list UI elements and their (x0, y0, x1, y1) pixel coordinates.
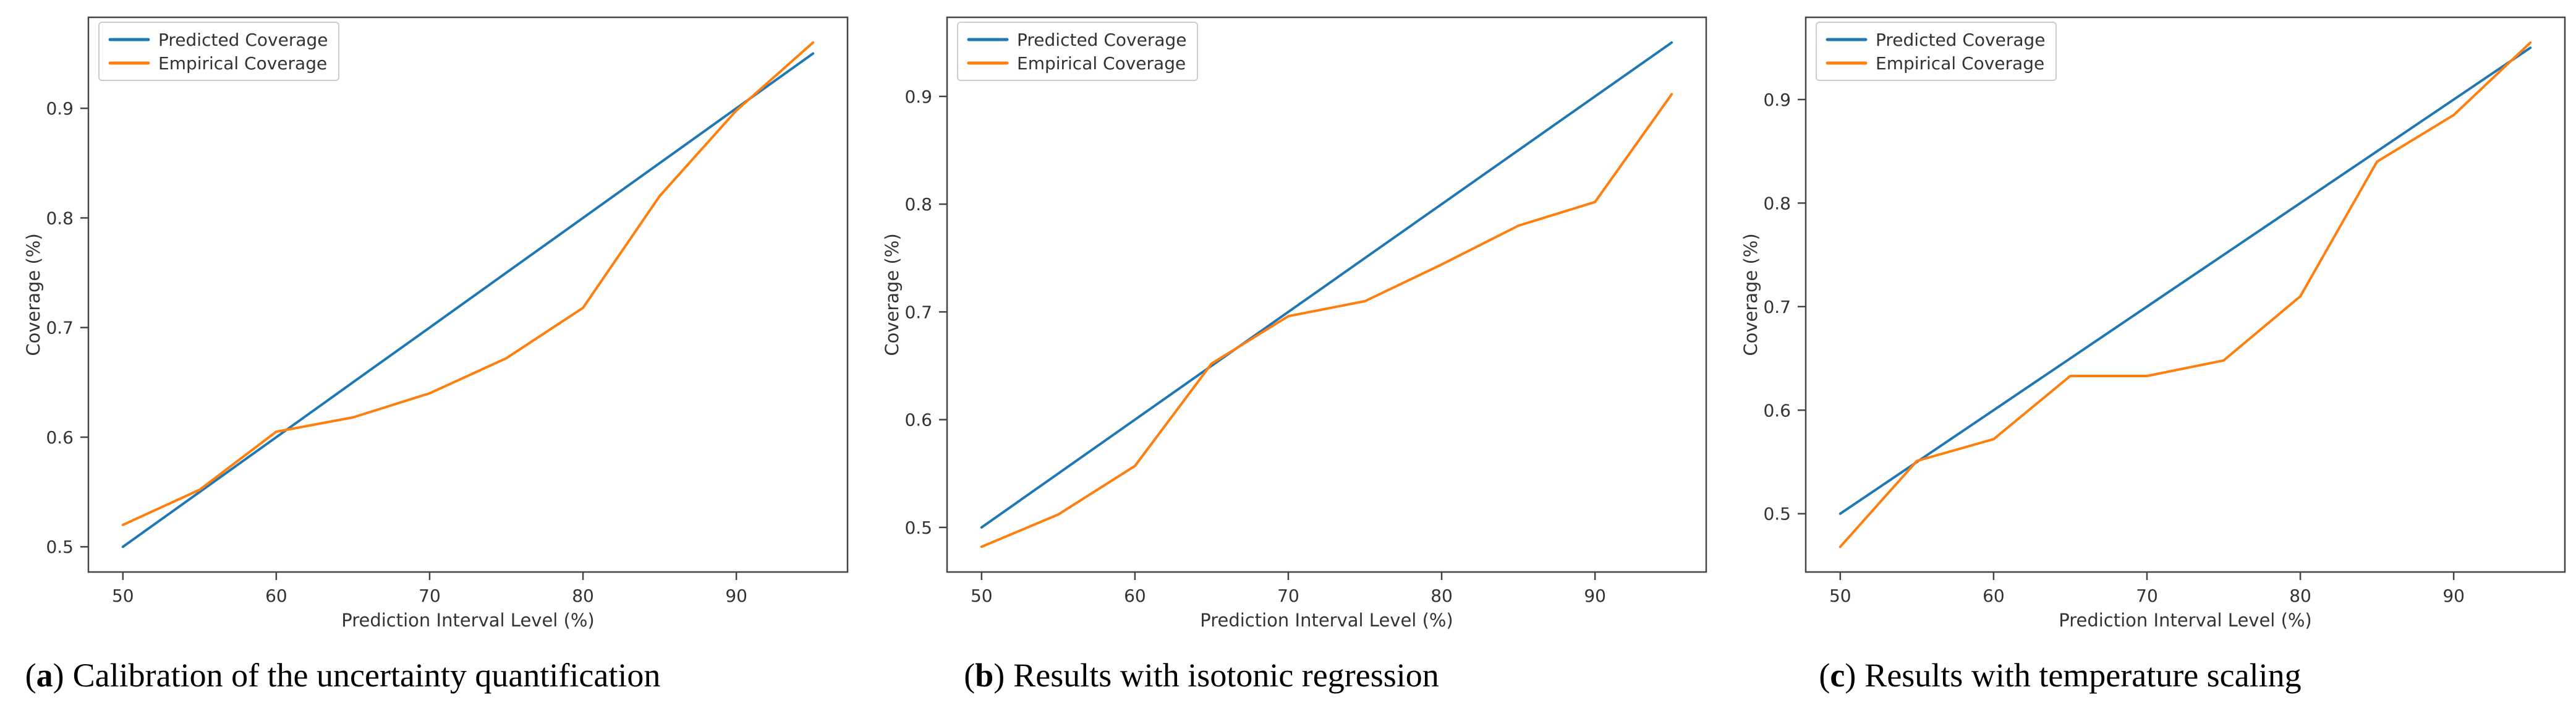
chart-a: 50 60 70 80 90 0.5 0.6 0.7 0.8 0.9 Prediction Inte… (23, 16, 849, 631)
y-tick-label: 0.5 (46, 537, 74, 557)
line-empirical-coverage (980, 93, 1673, 549)
caption-text: Results with temperature scaling (1864, 656, 2302, 694)
line-predicted-coverage (1838, 46, 2532, 515)
x-tick-label: 60 (1983, 586, 2005, 606)
legend-label: Empirical Coverage (158, 53, 327, 74)
x-tick-label: 60 (265, 586, 287, 606)
x-tick-label: 90 (2442, 586, 2465, 606)
legend: Predicted Coverage Empirical Coverage (98, 22, 339, 81)
x-axis-title: Prediction Interval Level (%) (1200, 610, 1453, 631)
caption-close-paren: ) (1845, 656, 1856, 694)
x-axis-title: Prediction Interval Level (%) (341, 610, 595, 631)
y-tick-label: 0.9 (1763, 90, 1791, 110)
x-tick-label: 80 (2289, 586, 2311, 606)
y-tick-label: 0.7 (904, 302, 932, 322)
caption-open-paren: ( (1819, 656, 1830, 694)
legend-label: Predicted Coverage (158, 30, 328, 50)
x-tick-label: 70 (2136, 586, 2158, 606)
x-tick-label: 50 (112, 586, 134, 606)
y-tick-label: 0.7 (46, 318, 74, 338)
x-tick-label: 50 (971, 586, 993, 606)
y-tick-label: 0.6 (904, 410, 932, 430)
caption-letter: b (975, 656, 994, 694)
subfigure-c: 50 60 70 80 90 0.5 0.6 0.7 0.8 0.9 Prediction Inte… (1717, 0, 2576, 713)
caption-letter: a (36, 656, 53, 694)
plot-border (87, 16, 849, 573)
y-tick-label: 0.8 (904, 194, 932, 215)
y-tick-label: 0.8 (1763, 193, 1791, 213)
caption-text: Calibration of the uncertainty quantific… (72, 656, 661, 694)
caption-text: Results with isotonic regression (1013, 656, 1439, 694)
line-predicted-coverage (121, 52, 815, 549)
legend-box (1816, 22, 2057, 81)
y-tick-label: 0.5 (904, 518, 932, 538)
x-tick-label: 60 (1124, 586, 1146, 606)
legend-label: Predicted Coverage (1876, 30, 2046, 50)
caption-a: (a) Calibration of the uncertainty quanti… (0, 637, 772, 713)
legend: Predicted Coverage Empirical Coverage (1816, 22, 2057, 81)
y-tick-label: 0.9 (904, 87, 932, 107)
y-axis-title: Coverage (%) (1740, 233, 1761, 356)
y-axis-title: Coverage (%) (23, 233, 44, 356)
line-empirical-coverage (121, 41, 815, 526)
x-tick-label: 90 (725, 586, 747, 606)
legend-box (98, 22, 339, 81)
caption-letter: c (1830, 656, 1845, 694)
y-tick-label: 0.7 (1763, 297, 1791, 317)
legend-label: Empirical Coverage (1876, 53, 2044, 74)
x-tick-label: 80 (1430, 586, 1453, 606)
subfigure-b: 50 60 70 80 90 0.5 0.6 0.7 0.8 0.9 Prediction Inte… (859, 0, 1717, 713)
x-tick-label: 80 (572, 586, 594, 606)
y-tick-label: 0.6 (46, 427, 74, 448)
legend: Predicted Coverage Empirical Coverage (957, 22, 1198, 81)
caption-c: (c) Results with temperature scaling (1631, 637, 2489, 713)
chart-c: 50 60 70 80 90 0.5 0.6 0.7 0.8 0.9 Prediction Inte… (1740, 16, 2566, 631)
x-tick-label: 70 (1277, 586, 1299, 606)
x-axis-title: Prediction Interval Level (%) (2059, 610, 2312, 631)
caption-open-paren: ( (964, 656, 976, 694)
subfigure-a: 50 60 70 80 90 0.5 0.6 0.7 0.8 0.9 Prediction Inte… (0, 0, 859, 713)
y-axis-title: Coverage (%) (882, 233, 903, 356)
legend-box (957, 22, 1198, 81)
chart-b: 50 60 70 80 90 0.5 0.6 0.7 0.8 0.9 Prediction Inte… (882, 16, 1707, 631)
caption-close-paren: ) (53, 656, 64, 694)
plot-border (946, 16, 1707, 573)
legend-label: Predicted Coverage (1017, 30, 1187, 50)
caption-open-paren: ( (25, 656, 36, 694)
plot-border (1804, 16, 2566, 573)
legend-label: Empirical Coverage (1017, 53, 1186, 74)
x-tick-label: 70 (419, 586, 441, 606)
x-tick-label: 90 (1584, 586, 1606, 606)
y-tick-label: 0.9 (46, 98, 74, 119)
y-tick-label: 0.6 (1763, 400, 1791, 421)
caption-b: (b) Results with isotonic regression (772, 637, 1631, 713)
y-tick-label: 0.5 (1763, 504, 1791, 524)
caption-close-paren: ) (993, 656, 1005, 694)
y-tick-label: 0.8 (46, 208, 74, 228)
line-predicted-coverage (980, 41, 1673, 529)
line-empirical-coverage (1838, 41, 2532, 549)
x-tick-label: 50 (1829, 586, 1851, 606)
